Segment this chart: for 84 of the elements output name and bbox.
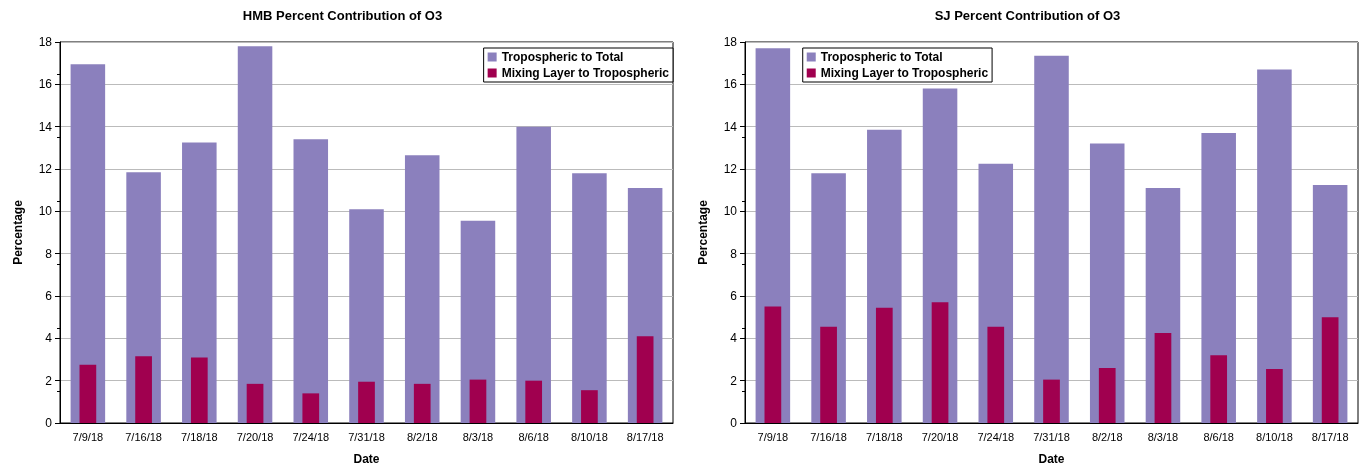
x-tick-label: 7/18/18 — [865, 430, 903, 443]
x-tick-label: 7/31/18 — [348, 430, 385, 443]
y-tick-label: 16 — [38, 77, 53, 92]
x-tick-label: 7/24/18 — [292, 430, 330, 443]
bar — [293, 139, 329, 423]
x-tick-label: 8/3/18 — [462, 430, 494, 443]
y-tick-label: 2 — [730, 373, 738, 388]
bar — [358, 381, 375, 423]
bar — [413, 383, 431, 423]
x-tick-label: 7/20/18 — [921, 430, 959, 443]
bar — [70, 64, 106, 423]
bar — [1210, 355, 1228, 423]
y-tick-label: 14 — [723, 119, 738, 134]
bar — [931, 302, 949, 423]
bar — [246, 383, 264, 423]
bar — [135, 356, 152, 423]
x-tick-label: 7/18/18 — [180, 430, 218, 443]
y-tick-label: 0 — [45, 416, 53, 430]
x-tick-label: 7/9/18 — [757, 430, 789, 443]
legend-label: Tropospheric to Total — [501, 50, 624, 64]
bar — [875, 307, 893, 423]
y-tick-label: 8 — [45, 246, 53, 261]
y-tick-label: 10 — [38, 204, 53, 219]
x-tick-label: 8/6/18 — [518, 430, 549, 443]
bar — [1098, 367, 1116, 423]
bar — [349, 209, 384, 423]
y-axis-title: Percentage — [696, 199, 710, 265]
y-tick-label: 4 — [730, 331, 738, 346]
bar — [516, 126, 551, 423]
x-tick-label: 7/9/18 — [72, 430, 104, 443]
bar — [404, 155, 440, 423]
y-tick-label: 14 — [38, 119, 53, 134]
bar — [1154, 333, 1172, 423]
bar — [302, 393, 320, 423]
bar — [1266, 369, 1283, 423]
y-tick-label: 6 — [45, 289, 53, 303]
y-tick-label: 10 — [723, 204, 738, 219]
x-tick-label: 8/10/18 — [1256, 430, 1293, 443]
bar — [1043, 379, 1060, 423]
bar — [1321, 317, 1339, 423]
bar — [1089, 143, 1125, 423]
y-tick-label: 12 — [38, 162, 53, 176]
chart-title: SJ Percent Contribution of O3 — [934, 8, 1121, 23]
x-tick-label: 7/31/18 — [1033, 430, 1070, 443]
bar — [190, 357, 208, 423]
bar — [525, 380, 543, 423]
bar — [764, 306, 782, 423]
x-tick-label: 8/3/18 — [1147, 430, 1179, 443]
legend-label: Tropospheric to Total — [820, 50, 943, 64]
y-tick-label: 12 — [723, 162, 738, 176]
x-tick-label: 8/2/18 — [406, 430, 438, 443]
bar — [469, 379, 487, 423]
x-tick-label: 8/6/18 — [1203, 430, 1234, 443]
y-tick-label: 2 — [45, 373, 53, 388]
x-axis-title: Date — [1038, 452, 1065, 466]
chart-title: HMB Percent Contribution of O3 — [242, 8, 443, 23]
x-tick-label: 8/17/18 — [626, 430, 664, 443]
x-tick-label: 7/16/18 — [810, 430, 847, 443]
bar — [1034, 55, 1069, 423]
y-tick-label: 18 — [38, 35, 53, 49]
bar — [987, 326, 1005, 423]
x-tick-label: 8/17/18 — [1311, 430, 1349, 443]
y-tick-label: 8 — [730, 246, 738, 261]
y-tick-label: 4 — [45, 331, 53, 346]
bar — [237, 46, 273, 423]
y-tick-label: 6 — [730, 289, 738, 303]
x-tick-label: 7/16/18 — [125, 430, 162, 443]
legend-label: Mixing Layer to Tropospheric — [820, 66, 989, 80]
bar — [572, 173, 607, 423]
y-tick-label: 0 — [730, 416, 738, 430]
bar — [79, 364, 97, 423]
x-axis-title: Date — [353, 452, 380, 466]
legend-label: Mixing Layer to Tropospheric — [501, 66, 670, 80]
y-tick-label: 18 — [723, 35, 738, 49]
bar — [1257, 69, 1292, 423]
x-tick-label: 8/2/18 — [1091, 430, 1123, 443]
y-axis-title: Percentage — [11, 199, 25, 265]
x-tick-label: 7/24/18 — [977, 430, 1015, 443]
x-tick-label: 7/20/18 — [236, 430, 274, 443]
bar — [636, 336, 654, 423]
y-tick-label: 16 — [723, 77, 738, 92]
bar — [820, 326, 837, 423]
bar — [581, 390, 598, 423]
x-tick-label: 8/10/18 — [571, 430, 608, 443]
